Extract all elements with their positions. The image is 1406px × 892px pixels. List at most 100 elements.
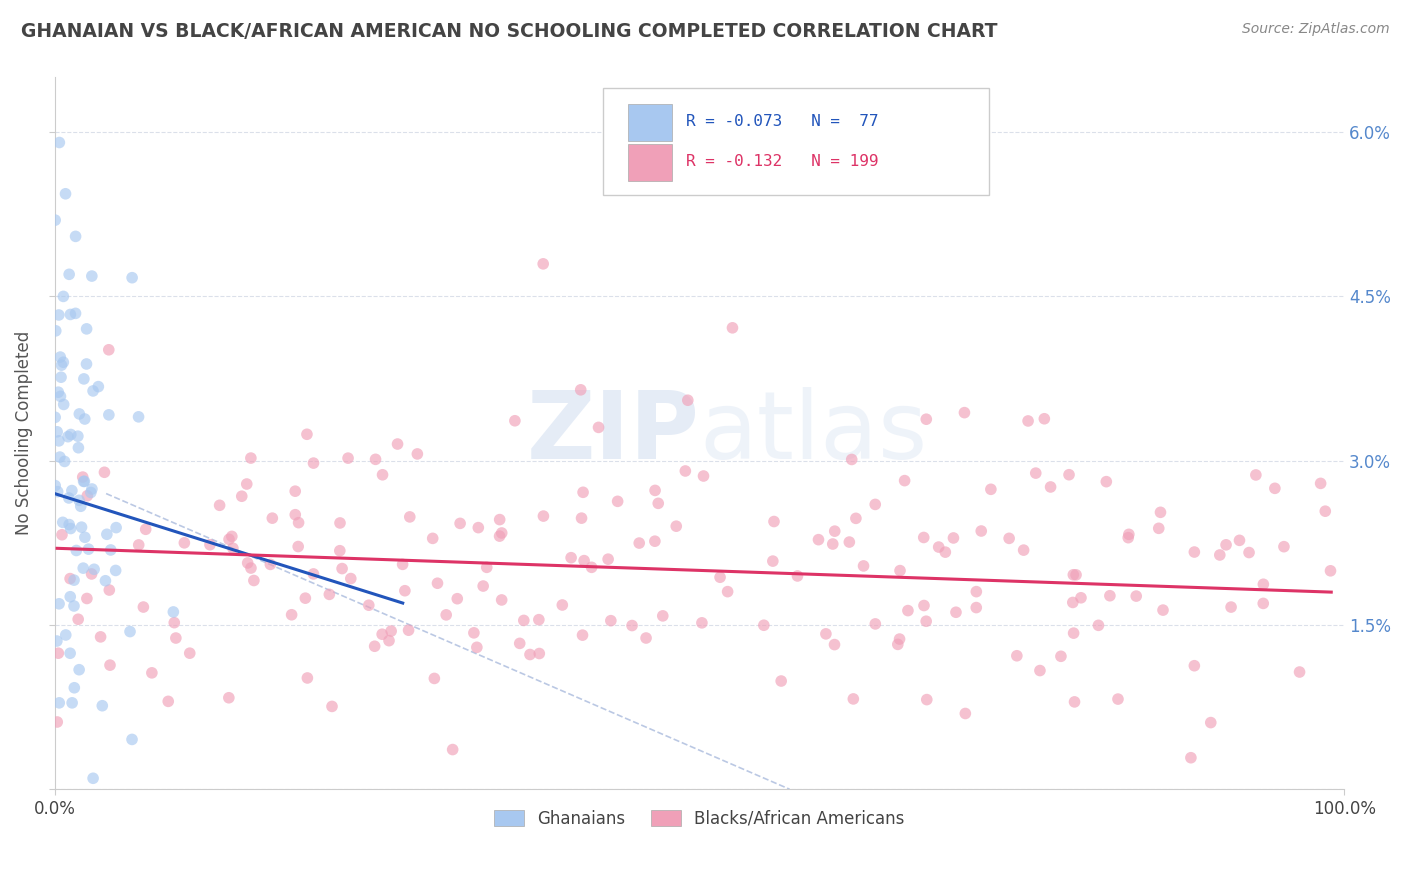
- Point: [531, 257, 554, 271]
- Point: [980, 483, 1002, 497]
- Point: [581, 560, 603, 574]
- Point: [636, 631, 658, 645]
- Point: [647, 496, 669, 510]
- Point: [236, 477, 259, 491]
- Point: [65, 543, 87, 558]
- Point: [67, 407, 90, 421]
- Point: [59, 427, 82, 442]
- Point: [1057, 467, 1080, 482]
- Point: [284, 508, 307, 522]
- Point: [82, 771, 104, 785]
- Point: [889, 564, 911, 578]
- Point: [284, 484, 307, 499]
- Point: [378, 633, 401, 648]
- Point: [893, 474, 915, 488]
- Point: [339, 572, 361, 586]
- Point: [60, 696, 83, 710]
- Text: R = -0.132   N = 199: R = -0.132 N = 199: [686, 154, 879, 169]
- Point: [55, 628, 77, 642]
- Point: [63, 681, 86, 695]
- Point: [46, 425, 69, 439]
- Point: [73, 475, 96, 489]
- Point: [321, 699, 343, 714]
- Point: [93, 465, 115, 479]
- Point: [128, 409, 150, 424]
- Point: [128, 538, 150, 552]
- Point: [48, 136, 70, 150]
- Point: [529, 647, 551, 661]
- Point: [364, 452, 387, 467]
- Point: [423, 672, 446, 686]
- Point: [472, 579, 495, 593]
- Point: [56, 430, 79, 444]
- Point: [1199, 715, 1222, 730]
- Point: [1033, 411, 1056, 425]
- Point: [67, 441, 90, 455]
- Point: [1125, 589, 1147, 603]
- Point: [59, 522, 82, 536]
- Point: [67, 493, 90, 508]
- Point: [80, 566, 103, 581]
- Point: [44, 478, 66, 492]
- Point: [157, 694, 180, 708]
- Point: [63, 599, 86, 613]
- Point: [1025, 466, 1047, 480]
- Point: [59, 308, 82, 322]
- Point: [208, 498, 231, 512]
- Point: [49, 389, 72, 403]
- Point: [621, 618, 644, 632]
- Point: [942, 531, 965, 545]
- Point: [80, 268, 103, 283]
- Point: [1264, 481, 1286, 495]
- Point: [912, 599, 935, 613]
- Point: [599, 614, 621, 628]
- Point: [446, 591, 468, 606]
- Point: [1029, 664, 1052, 678]
- Point: [717, 584, 740, 599]
- Point: [889, 632, 911, 646]
- Point: [915, 692, 938, 706]
- FancyBboxPatch shape: [628, 144, 672, 181]
- Point: [571, 511, 593, 525]
- Point: [406, 447, 429, 461]
- Point: [488, 513, 510, 527]
- Point: [1062, 567, 1084, 582]
- Point: [1253, 577, 1275, 591]
- Point: [865, 616, 887, 631]
- Point: [72, 561, 94, 575]
- Point: [1087, 618, 1109, 632]
- Point: [371, 627, 394, 641]
- Point: [1116, 531, 1139, 545]
- Point: [76, 489, 98, 503]
- Point: [1288, 665, 1310, 679]
- Point: [48, 434, 70, 448]
- Point: [1220, 600, 1243, 615]
- Point: [1012, 543, 1035, 558]
- Point: [329, 516, 352, 530]
- Point: [1319, 564, 1341, 578]
- Point: [98, 658, 121, 673]
- Point: [965, 584, 987, 599]
- Point: [239, 451, 262, 466]
- Point: [218, 690, 240, 705]
- Point: [121, 270, 143, 285]
- Point: [915, 412, 938, 426]
- Y-axis label: No Schooling Completed: No Schooling Completed: [15, 331, 32, 535]
- Point: [87, 379, 110, 393]
- Point: [1182, 658, 1205, 673]
- Point: [692, 469, 714, 483]
- Point: [80, 482, 103, 496]
- Point: [391, 558, 413, 572]
- Point: [46, 385, 69, 400]
- Point: [1063, 626, 1085, 640]
- Point: [69, 500, 91, 514]
- Point: [441, 742, 464, 756]
- Point: [46, 484, 69, 499]
- Point: [676, 393, 699, 408]
- Point: [955, 706, 977, 721]
- Point: [49, 370, 72, 384]
- Text: ZIP: ZIP: [526, 387, 699, 479]
- Point: [1215, 538, 1237, 552]
- Point: [721, 321, 744, 335]
- Point: [357, 598, 380, 612]
